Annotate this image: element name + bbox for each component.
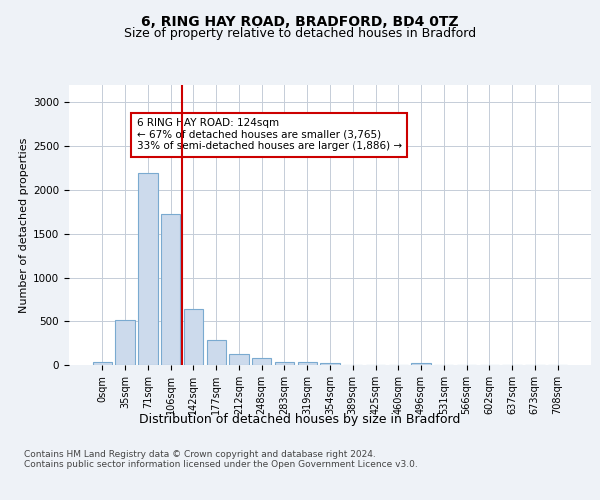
Bar <box>275 362 294 365</box>
Bar <box>412 363 431 365</box>
Text: Size of property relative to detached houses in Bradford: Size of property relative to detached ho… <box>124 28 476 40</box>
Y-axis label: Number of detached properties: Number of detached properties <box>19 138 29 312</box>
Bar <box>252 358 271 365</box>
Bar <box>320 363 340 365</box>
Bar <box>206 340 226 365</box>
Bar <box>161 214 181 365</box>
Text: 6, RING HAY ROAD, BRADFORD, BD4 0TZ: 6, RING HAY ROAD, BRADFORD, BD4 0TZ <box>141 15 459 29</box>
Bar <box>138 174 158 365</box>
Bar <box>93 362 112 365</box>
Bar <box>115 320 135 365</box>
Text: Contains HM Land Registry data © Crown copyright and database right 2024.
Contai: Contains HM Land Registry data © Crown c… <box>24 450 418 469</box>
Bar <box>184 309 203 365</box>
Bar <box>229 354 248 365</box>
Text: Distribution of detached houses by size in Bradford: Distribution of detached houses by size … <box>139 412 461 426</box>
Text: 6 RING HAY ROAD: 124sqm
← 67% of detached houses are smaller (3,765)
33% of semi: 6 RING HAY ROAD: 124sqm ← 67% of detache… <box>137 118 401 152</box>
Bar <box>298 362 317 365</box>
